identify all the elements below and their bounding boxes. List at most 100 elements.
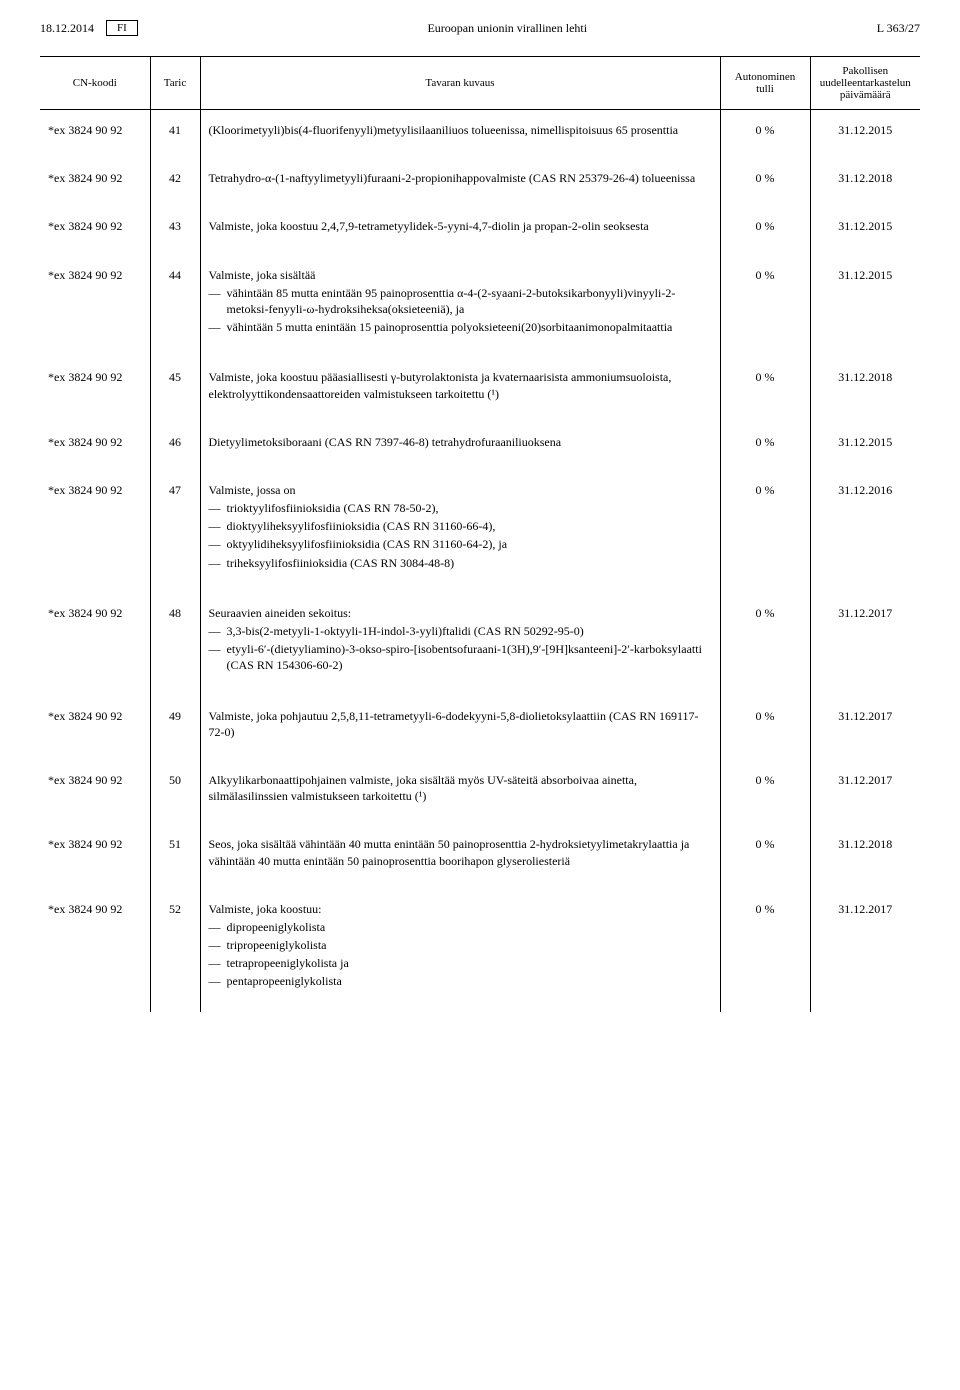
cn-code: *ex 3824 90 92 — [40, 357, 150, 421]
table-row: *ex 3824 90 9243 Valmiste, joka koostuu 2… — [40, 206, 920, 254]
autonomous-duty: 0 % — [720, 255, 810, 358]
desc-list: vähintään 85 mutta enintään 95 painopros… — [209, 285, 712, 336]
desc-list-item: tetrapropeeniglykolista ja — [209, 955, 712, 971]
review-date: 31.12.2017 — [810, 593, 920, 696]
review-date: 31.12.2015 — [810, 255, 920, 358]
review-date: 31.12.2018 — [810, 357, 920, 421]
description: Valmiste, joka pohjautuu 2,5,8,11-tetram… — [200, 696, 720, 760]
desc-list-item: oktyylidiheksyylifosfiinioksidia (CAS RN… — [209, 536, 712, 552]
desc-intro: Seos, joka sisältää vähintään 40 mutta e… — [209, 836, 712, 868]
header-date: 18.12.2014 — [40, 21, 94, 36]
review-date: 31.12.2016 — [810, 470, 920, 593]
desc-list: dipropeeniglykolista tripropeeniglykolist… — [209, 919, 712, 990]
autonomous-duty: 0 % — [720, 696, 810, 760]
header-left: 18.12.2014 FI — [40, 20, 138, 36]
autonomous-duty: 0 % — [720, 206, 810, 254]
review-date: 31.12.2017 — [810, 696, 920, 760]
cn-code: *ex 3824 90 92 — [40, 110, 150, 159]
autonomous-duty: 0 % — [720, 357, 810, 421]
review-date: 31.12.2018 — [810, 824, 920, 888]
cn-code: *ex 3824 90 92 — [40, 696, 150, 760]
autonomous-duty: 0 % — [720, 110, 810, 159]
desc-intro: Valmiste, joka koostuu pääasiallisesti γ… — [209, 369, 712, 401]
table-row: *ex 3824 90 9251 Seos, joka sisältää vähi… — [40, 824, 920, 888]
cn-code: *ex 3824 90 92 — [40, 206, 150, 254]
cn-code: *ex 3824 90 92 — [40, 470, 150, 593]
description: Tetrahydro-α-(1-naftyylimetyyli)furaani-… — [200, 158, 720, 206]
desc-intro: Tetrahydro-α-(1-naftyylimetyyli)furaani-… — [209, 170, 712, 186]
header-title: Euroopan unionin virallinen lehti — [427, 21, 587, 36]
page-header: 18.12.2014 FI Euroopan unionin viralline… — [40, 20, 920, 36]
description: Seuraavien aineiden sekoitus: 3,3-bis(2-m… — [200, 593, 720, 696]
col-date: Pakollisen uudelleentarkastelun päivämää… — [810, 57, 920, 110]
taric-code: 50 — [150, 760, 200, 824]
desc-intro: Valmiste, joka sisältää — [209, 267, 712, 283]
taric-code: 49 — [150, 696, 200, 760]
cn-code: *ex 3824 90 92 — [40, 824, 150, 888]
review-date: 31.12.2015 — [810, 206, 920, 254]
table-body: *ex 3824 90 9241(Kloorimetyyli)bis(4-flu… — [40, 110, 920, 1012]
description: (Kloorimetyyli)bis(4-fluorifenyyli)metyy… — [200, 110, 720, 159]
taric-code: 52 — [150, 889, 200, 1012]
tariff-table: CN-koodi Taric Tavaran kuvaus Autonomine… — [40, 56, 920, 1012]
description: Valmiste, joka koostuu pääasiallisesti γ… — [200, 357, 720, 421]
description: Valmiste, jossa on trioktyylifosfiinioksi… — [200, 470, 720, 593]
header-page: L 363/27 — [877, 21, 920, 36]
table-row: *ex 3824 90 9241(Kloorimetyyli)bis(4-flu… — [40, 110, 920, 159]
review-date: 31.12.2017 — [810, 889, 920, 1012]
table-row: *ex 3824 90 9246 Dietyylimetoksiboraani (… — [40, 422, 920, 470]
description: Alkyylikarbonaattipohjainen valmiste, jo… — [200, 760, 720, 824]
cn-code: *ex 3824 90 92 — [40, 158, 150, 206]
desc-list: 3,3-bis(2-metyyli-1-oktyyli-1H-indol-3-y… — [209, 623, 712, 674]
desc-list-item: vähintään 85 mutta enintään 95 painopros… — [209, 285, 712, 317]
desc-intro: Valmiste, joka koostuu: — [209, 901, 712, 917]
desc-intro: Valmiste, joka pohjautuu 2,5,8,11-tetram… — [209, 708, 712, 740]
desc-list-item: etyyli-6′-(dietyyliamino)-3-okso-spiro-[… — [209, 641, 712, 673]
desc-intro: Alkyylikarbonaattipohjainen valmiste, jo… — [209, 772, 712, 804]
table-row: *ex 3824 90 9242 Tetrahydro-α-(1-naftyyli… — [40, 158, 920, 206]
autonomous-duty: 0 % — [720, 760, 810, 824]
description: Seos, joka sisältää vähintään 40 mutta e… — [200, 824, 720, 888]
description: Dietyylimetoksiboraani (CAS RN 7397-46-8… — [200, 422, 720, 470]
cn-code: *ex 3824 90 92 — [40, 889, 150, 1012]
review-date: 31.12.2017 — [810, 760, 920, 824]
cn-code: *ex 3824 90 92 — [40, 255, 150, 358]
autonomous-duty: 0 % — [720, 422, 810, 470]
col-desc: Tavaran kuvaus — [200, 57, 720, 110]
taric-code: 46 — [150, 422, 200, 470]
autonomous-duty: 0 % — [720, 158, 810, 206]
table-row: *ex 3824 90 9249 Valmiste, joka pohjautuu… — [40, 696, 920, 760]
desc-list-item: triheksyylifosfiinioksidia (CAS RN 3084-… — [209, 555, 712, 571]
taric-code: 47 — [150, 470, 200, 593]
table-row: *ex 3824 90 9252 Valmiste, joka koostuu: d… — [40, 889, 920, 1012]
desc-list-item: dipropeeniglykolista — [209, 919, 712, 935]
table-row: *ex 3824 90 9250 Alkyylikarbonaattipohjai… — [40, 760, 920, 824]
desc-list-item: 3,3-bis(2-metyyli-1-oktyyli-1H-indol-3-y… — [209, 623, 712, 639]
taric-code: 43 — [150, 206, 200, 254]
review-date: 31.12.2015 — [810, 110, 920, 159]
desc-list-item: dioktyyliheksyylifosfiinioksidia (CAS RN… — [209, 518, 712, 534]
desc-list-item: tripropeeniglykolista — [209, 937, 712, 953]
desc-intro: Seuraavien aineiden sekoitus: — [209, 605, 712, 621]
taric-code: 48 — [150, 593, 200, 696]
desc-intro: (Kloorimetyyli)bis(4-fluorifenyyli)metyy… — [209, 122, 712, 138]
cn-code: *ex 3824 90 92 — [40, 760, 150, 824]
desc-list-item: vähintään 5 mutta enintään 15 painoprose… — [209, 319, 712, 335]
desc-list-item: pentapropeeniglykolista — [209, 973, 712, 989]
autonomous-duty: 0 % — [720, 824, 810, 888]
desc-intro: Valmiste, jossa on — [209, 482, 712, 498]
description: Valmiste, joka koostuu 2,4,7,9-tetramety… — [200, 206, 720, 254]
review-date: 31.12.2018 — [810, 158, 920, 206]
taric-code: 51 — [150, 824, 200, 888]
desc-intro: Dietyylimetoksiboraani (CAS RN 7397-46-8… — [209, 434, 712, 450]
review-date: 31.12.2015 — [810, 422, 920, 470]
desc-intro: Valmiste, joka koostuu 2,4,7,9-tetramety… — [209, 218, 712, 234]
desc-list-item: trioktyylifosfiinioksidia (CAS RN 78-50-… — [209, 500, 712, 516]
autonomous-duty: 0 % — [720, 889, 810, 1012]
cn-code: *ex 3824 90 92 — [40, 422, 150, 470]
description: Valmiste, joka sisältää vähintään 85 mutt… — [200, 255, 720, 358]
taric-code: 42 — [150, 158, 200, 206]
header-lang: FI — [106, 20, 138, 36]
description: Valmiste, joka koostuu: dipropeeniglykoli… — [200, 889, 720, 1012]
taric-code: 45 — [150, 357, 200, 421]
